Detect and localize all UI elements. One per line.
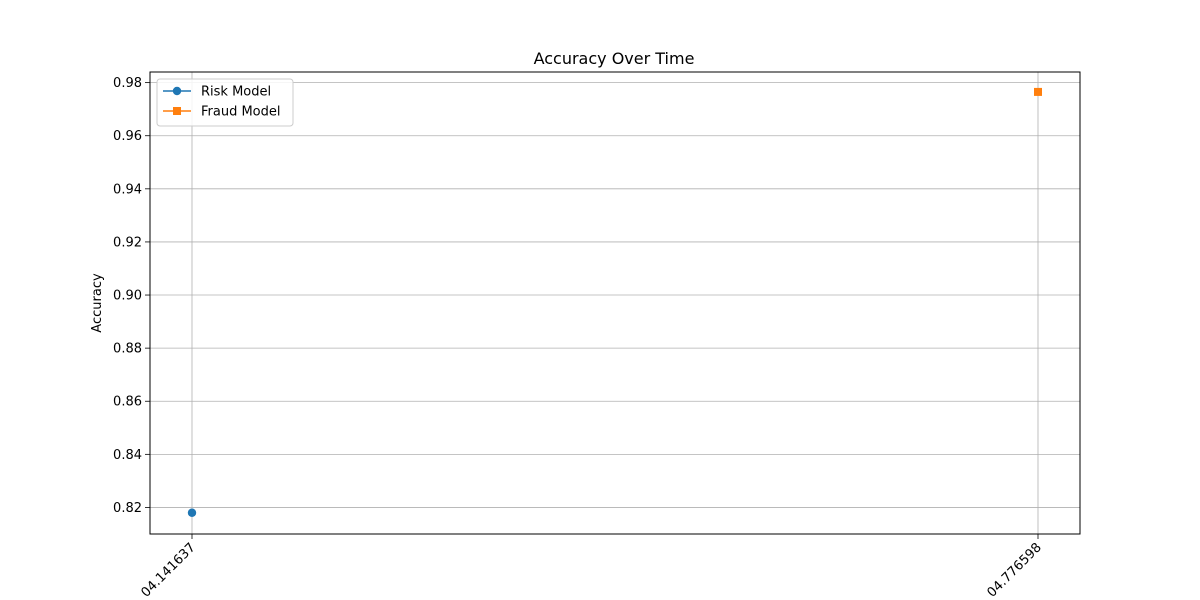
series-markers <box>187 87 1042 517</box>
grid-lines <box>150 72 1080 534</box>
x-tick-label: 04.776598 <box>985 540 1045 600</box>
legend-item: Risk Model <box>163 85 271 100</box>
plot-frame <box>149 71 1081 535</box>
y-tick-label: 0.86 <box>113 395 142 410</box>
tick-labels: 0.82 0.84 0.86 0.88 0.90 0.92 0.94 0.96 0.98 04.1… <box>113 76 1045 600</box>
x-tick-label: 04.141637 <box>139 540 199 600</box>
y-tick-label: 0.96 <box>113 129 142 144</box>
y-axis-label: Accuracy <box>90 273 105 333</box>
legend-marker <box>173 107 181 115</box>
legend-item: Fraud Model <box>163 105 281 120</box>
y-tick-label: 0.92 <box>113 235 142 250</box>
legend-label: Fraud Model <box>201 105 281 120</box>
series-fraud-model <box>1034 87 1042 96</box>
data-point <box>1034 87 1042 96</box>
chart-title: Accuracy Over Time <box>534 49 695 68</box>
y-tick-label: 0.88 <box>113 342 142 357</box>
data-point <box>187 508 197 517</box>
y-tick-label: 0.94 <box>113 182 142 197</box>
legend: Risk Model Fraud Model <box>156 78 294 127</box>
y-tick-label: 0.98 <box>113 76 142 91</box>
series-risk-model <box>187 508 197 517</box>
legend-label: Risk Model <box>201 85 271 100</box>
axes <box>145 71 1081 539</box>
y-tick-label: 0.84 <box>113 448 142 463</box>
y-tick-label: 0.90 <box>113 289 142 304</box>
y-tick-label: 0.82 <box>113 501 142 516</box>
legend-marker <box>172 86 182 96</box>
